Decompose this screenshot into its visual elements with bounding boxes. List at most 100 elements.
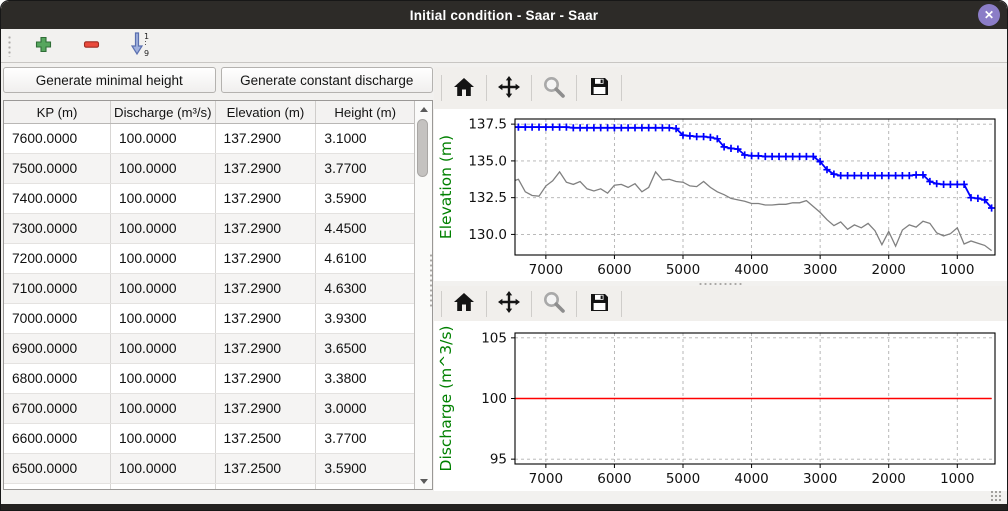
column-header[interactable]: Discharge (m³/s) — [111, 101, 216, 123]
table-cell[interactable]: 3.5900 — [324, 461, 367, 476]
table-cell[interactable]: 7300.0000 — [4, 214, 111, 243]
close-button[interactable]: ✕ — [978, 4, 1000, 26]
horizontal-splitter-handle[interactable] — [698, 282, 744, 286]
svg-text:137.5: 137.5 — [468, 117, 507, 133]
table-row[interactable]: 7400.0000 100.0000 137.2900 3.5900 — [4, 184, 414, 214]
generate-constant-discharge-button[interactable]: Generate constant discharge — [220, 67, 433, 93]
table-cell[interactable]: 137.2900 — [216, 124, 317, 153]
table-row[interactable] — [4, 484, 414, 489]
table-cell[interactable]: 3.9300 — [324, 311, 367, 326]
table-cell[interactable]: 137.2900 — [216, 214, 317, 243]
table-row[interactable]: 7500.0000 100.0000 137.2900 3.7700 — [4, 154, 414, 184]
table-cell[interactable]: 3.1000 — [324, 131, 367, 146]
scrollbar-thumb[interactable] — [417, 119, 428, 177]
table-cell[interactable]: 3.3800 — [324, 371, 367, 386]
elevation-chart[interactable]: 7000 6000 5000 4000 3000 2000 1000 130.0 132.5 13… — [434, 109, 1007, 281]
table-cell[interactable]: 100.0000 — [111, 274, 216, 303]
save-button[interactable] — [584, 289, 614, 319]
table-cell[interactable]: 137.2500 — [216, 454, 317, 483]
table-row[interactable]: 6700.0000 100.0000 137.2900 3.0000 — [4, 394, 414, 424]
column-header[interactable]: KP (m) — [4, 101, 111, 123]
zoom-button[interactable] — [539, 73, 569, 103]
table-cell[interactable]: 100.0000 — [111, 124, 216, 153]
pan-button[interactable] — [494, 73, 524, 103]
table-row[interactable]: 7600.0000 100.0000 137.2900 3.1000 — [4, 124, 414, 154]
window-resize-grip[interactable] — [990, 490, 1003, 503]
table-cell[interactable]: 6600.0000 — [4, 424, 111, 453]
table-cell[interactable]: 4.6100 — [324, 251, 367, 266]
svg-text:130.0: 130.0 — [468, 227, 507, 243]
table-cell[interactable]: 7100.0000 — [4, 274, 111, 303]
table-cell[interactable]: 137.2900 — [216, 364, 317, 393]
table-row[interactable]: 7200.0000 100.0000 137.2900 4.6100 — [4, 244, 414, 274]
table-cell[interactable] — [111, 484, 216, 489]
table-cell[interactable] — [216, 484, 317, 489]
titlebar[interactable]: Initial condition - Saar - Saar ✕ — [1, 1, 1007, 29]
column-header[interactable]: Elevation (m) — [216, 101, 317, 123]
scrollbar-track[interactable] — [415, 117, 432, 473]
remove-row-button[interactable] — [74, 32, 108, 60]
column-header[interactable]: Height (m) — [334, 104, 396, 120]
pan-button[interactable] — [494, 289, 524, 319]
table-cell[interactable]: 137.2900 — [216, 274, 317, 303]
main-toolbar: 1 9 — [1, 29, 1007, 63]
table-cell[interactable]: 3.0000 — [324, 401, 367, 416]
scroll-up-button[interactable] — [415, 101, 432, 117]
sort-rows-button[interactable]: 1 9 — [122, 32, 156, 60]
table-row[interactable]: 6500.0000 100.0000 137.2500 3.5900 — [4, 454, 414, 484]
table-row[interactable]: 6600.0000 100.0000 137.2500 3.7700 — [4, 424, 414, 454]
table-cell[interactable]: 3.6500 — [324, 341, 367, 356]
table-row[interactable]: 7300.0000 100.0000 137.2900 4.4500 — [4, 214, 414, 244]
table-cell[interactable]: 100.0000 — [111, 244, 216, 273]
zoom-button[interactable] — [539, 289, 569, 319]
table-cell[interactable]: 6500.0000 — [4, 454, 111, 483]
table-cell[interactable]: 7000.0000 — [4, 304, 111, 333]
table-cell[interactable] — [316, 484, 414, 489]
table-cell[interactable]: 7200.0000 — [4, 244, 111, 273]
add-row-button[interactable] — [26, 32, 60, 60]
table-cell[interactable]: 137.2900 — [216, 334, 317, 363]
table-cell[interactable]: 4.6300 — [324, 281, 367, 296]
table-cell[interactable]: 7600.0000 — [4, 124, 111, 153]
table-cell[interactable]: 7500.0000 — [4, 154, 111, 183]
table-cell[interactable]: 100.0000 — [111, 424, 216, 453]
table-cell[interactable]: 7400.0000 — [4, 184, 111, 213]
table-cell[interactable]: 100.0000 — [111, 394, 216, 423]
toolbar-drag-handle[interactable] — [7, 34, 12, 57]
table-cell[interactable]: 6700.0000 — [4, 394, 111, 423]
scroll-down-button[interactable] — [415, 473, 432, 489]
table-cell[interactable]: 137.2900 — [216, 154, 317, 183]
table-cell[interactable]: 3.7700 — [324, 161, 367, 176]
table-cell[interactable]: 137.2900 — [216, 184, 317, 213]
table-row[interactable]: 6800.0000 100.0000 137.2900 3.3800 — [4, 364, 414, 394]
table-cell[interactable]: 137.2900 — [216, 244, 317, 273]
table-cell[interactable]: 100.0000 — [111, 214, 216, 243]
table-row[interactable]: 6900.0000 100.0000 137.2900 3.6500 — [4, 334, 414, 364]
table-cell[interactable] — [4, 484, 111, 489]
home-button[interactable] — [449, 73, 479, 103]
home-button[interactable] — [449, 289, 479, 319]
table-cell[interactable]: 137.2500 — [216, 424, 317, 453]
discharge-chart[interactable]: 7000 6000 5000 4000 3000 2000 1000 95 100 105 Disc… — [434, 321, 1007, 491]
table-cell[interactable]: 137.2900 — [216, 394, 317, 423]
table-cell[interactable]: 100.0000 — [111, 154, 216, 183]
table-cell[interactable]: 137.2900 — [216, 304, 317, 333]
save-button[interactable] — [584, 73, 614, 103]
table-cell[interactable]: 100.0000 — [111, 364, 216, 393]
table-cell[interactable]: 4.4500 — [324, 221, 367, 236]
table-row[interactable]: 7000.0000 100.0000 137.2900 3.9300 — [4, 304, 414, 334]
table-main: KP (m) Discharge (m³/s) Elevation (m) Heigh… — [4, 101, 414, 489]
table-cell[interactable]: 6800.0000 — [4, 364, 111, 393]
table-cell[interactable]: 100.0000 — [111, 454, 216, 483]
generate-minimal-height-button[interactable]: Generate minimal height — [3, 67, 216, 93]
table-cell[interactable]: 3.5900 — [324, 191, 367, 206]
table-cell[interactable]: 6900.0000 — [4, 334, 111, 363]
discharge-chart-toolbar — [434, 286, 1007, 321]
vertical-splitter-handle[interactable] — [429, 253, 433, 309]
table-cell[interactable]: 3.7700 — [324, 431, 367, 446]
table-row[interactable]: 7100.0000 100.0000 137.2900 4.6300 — [4, 274, 414, 304]
table-cell[interactable]: 100.0000 — [111, 304, 216, 333]
table-cell[interactable]: 100.0000 — [111, 334, 216, 363]
table-cell[interactable]: 100.0000 — [111, 184, 216, 213]
table-scrollbar[interactable] — [414, 101, 432, 489]
